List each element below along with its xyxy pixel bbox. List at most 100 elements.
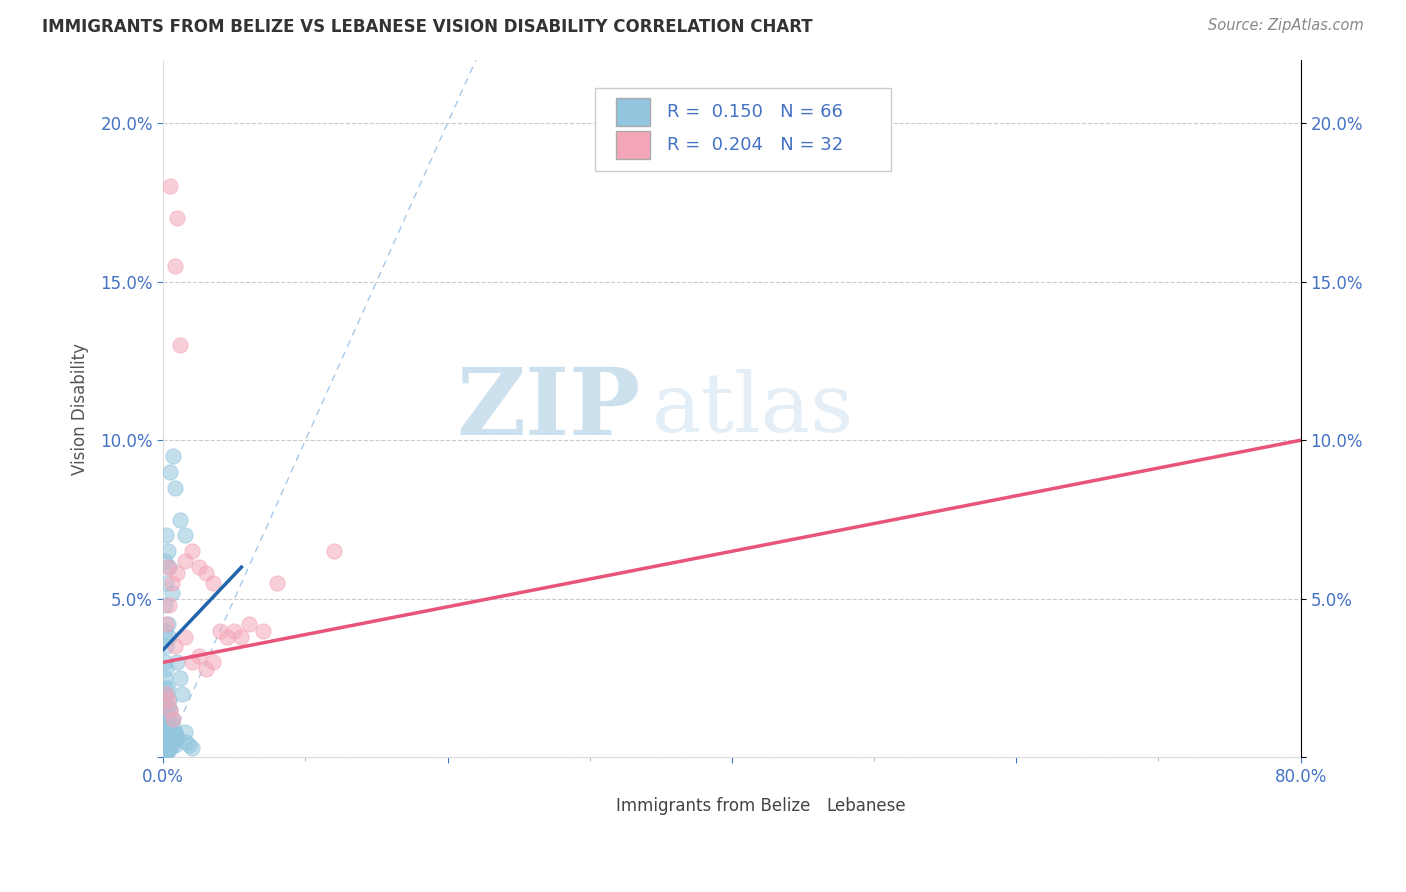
Point [156, 560, 179, 574]
Point [194, 662, 217, 676]
Point [153, 671, 176, 685]
FancyBboxPatch shape [616, 131, 650, 159]
Point [153, 725, 176, 739]
Point [159, 719, 181, 733]
Point [159, 179, 181, 194]
Point [159, 703, 181, 717]
Text: atlas: atlas [652, 368, 855, 449]
Point [165, 728, 187, 742]
Point [202, 576, 225, 591]
Point [153, 624, 176, 638]
Point [187, 648, 209, 663]
FancyBboxPatch shape [794, 794, 820, 818]
Point [162, 713, 184, 727]
Point [252, 624, 274, 638]
Point [155, 687, 177, 701]
Point [163, 640, 186, 654]
Point [266, 576, 288, 591]
Point [173, 554, 195, 568]
Point [166, 731, 188, 746]
Point [155, 528, 177, 542]
Point [163, 725, 186, 739]
Point [155, 617, 177, 632]
Point [166, 211, 188, 226]
Point [157, 713, 180, 727]
Point [153, 681, 176, 695]
Point [238, 617, 260, 632]
Point [162, 719, 184, 733]
Point [153, 747, 176, 762]
Point [157, 560, 180, 574]
Point [155, 662, 177, 676]
Point [156, 681, 179, 695]
Point [156, 744, 179, 758]
FancyBboxPatch shape [616, 98, 650, 126]
Point [153, 554, 176, 568]
Point [160, 576, 183, 591]
Point [157, 598, 180, 612]
Point [163, 738, 186, 752]
Point [169, 512, 191, 526]
Point [160, 738, 183, 752]
Point [159, 731, 181, 746]
Point [153, 738, 176, 752]
Point [174, 734, 197, 748]
Point [170, 687, 193, 701]
Point [153, 744, 176, 758]
Point [155, 687, 177, 701]
Point [194, 566, 217, 581]
Text: ZIP: ZIP [457, 364, 641, 453]
Point [156, 693, 179, 707]
Point [202, 656, 225, 670]
Point [157, 630, 180, 644]
FancyBboxPatch shape [596, 87, 891, 171]
Point [157, 725, 180, 739]
Point [155, 725, 177, 739]
Point [156, 725, 179, 739]
Point [224, 624, 246, 638]
Point [153, 598, 176, 612]
FancyBboxPatch shape [583, 794, 609, 818]
Point [322, 544, 344, 558]
Point [169, 671, 191, 685]
Point [157, 693, 180, 707]
Point [187, 560, 209, 574]
Point [155, 699, 177, 714]
Point [166, 566, 188, 581]
Point [163, 481, 186, 495]
Point [153, 719, 176, 733]
Point [155, 744, 177, 758]
Point [173, 528, 195, 542]
Point [177, 738, 200, 752]
Point [157, 738, 180, 752]
Point [166, 656, 188, 670]
Point [159, 703, 181, 717]
Y-axis label: Vision Disability: Vision Disability [72, 343, 89, 475]
Point [155, 734, 177, 748]
Text: Immigrants from Belize: Immigrants from Belize [616, 797, 810, 815]
Point [180, 544, 202, 558]
Text: Lebanese: Lebanese [827, 797, 905, 815]
Text: Source: ZipAtlas.com: Source: ZipAtlas.com [1208, 18, 1364, 33]
Point [209, 624, 232, 638]
Point [155, 576, 177, 591]
Point [160, 725, 183, 739]
Point [153, 703, 176, 717]
Point [160, 585, 183, 599]
Point [162, 731, 184, 746]
Point [169, 338, 191, 352]
Point [156, 713, 179, 727]
Text: R =  0.150   N = 66: R = 0.150 N = 66 [666, 103, 844, 121]
Point [153, 713, 176, 727]
Point [163, 259, 186, 273]
Point [217, 630, 239, 644]
Point [153, 731, 176, 746]
Point [162, 449, 184, 463]
Point [173, 630, 195, 644]
Point [159, 741, 181, 756]
Point [156, 699, 179, 714]
Point [156, 617, 179, 632]
Point [156, 734, 179, 748]
Point [155, 640, 177, 654]
Point [160, 713, 183, 727]
